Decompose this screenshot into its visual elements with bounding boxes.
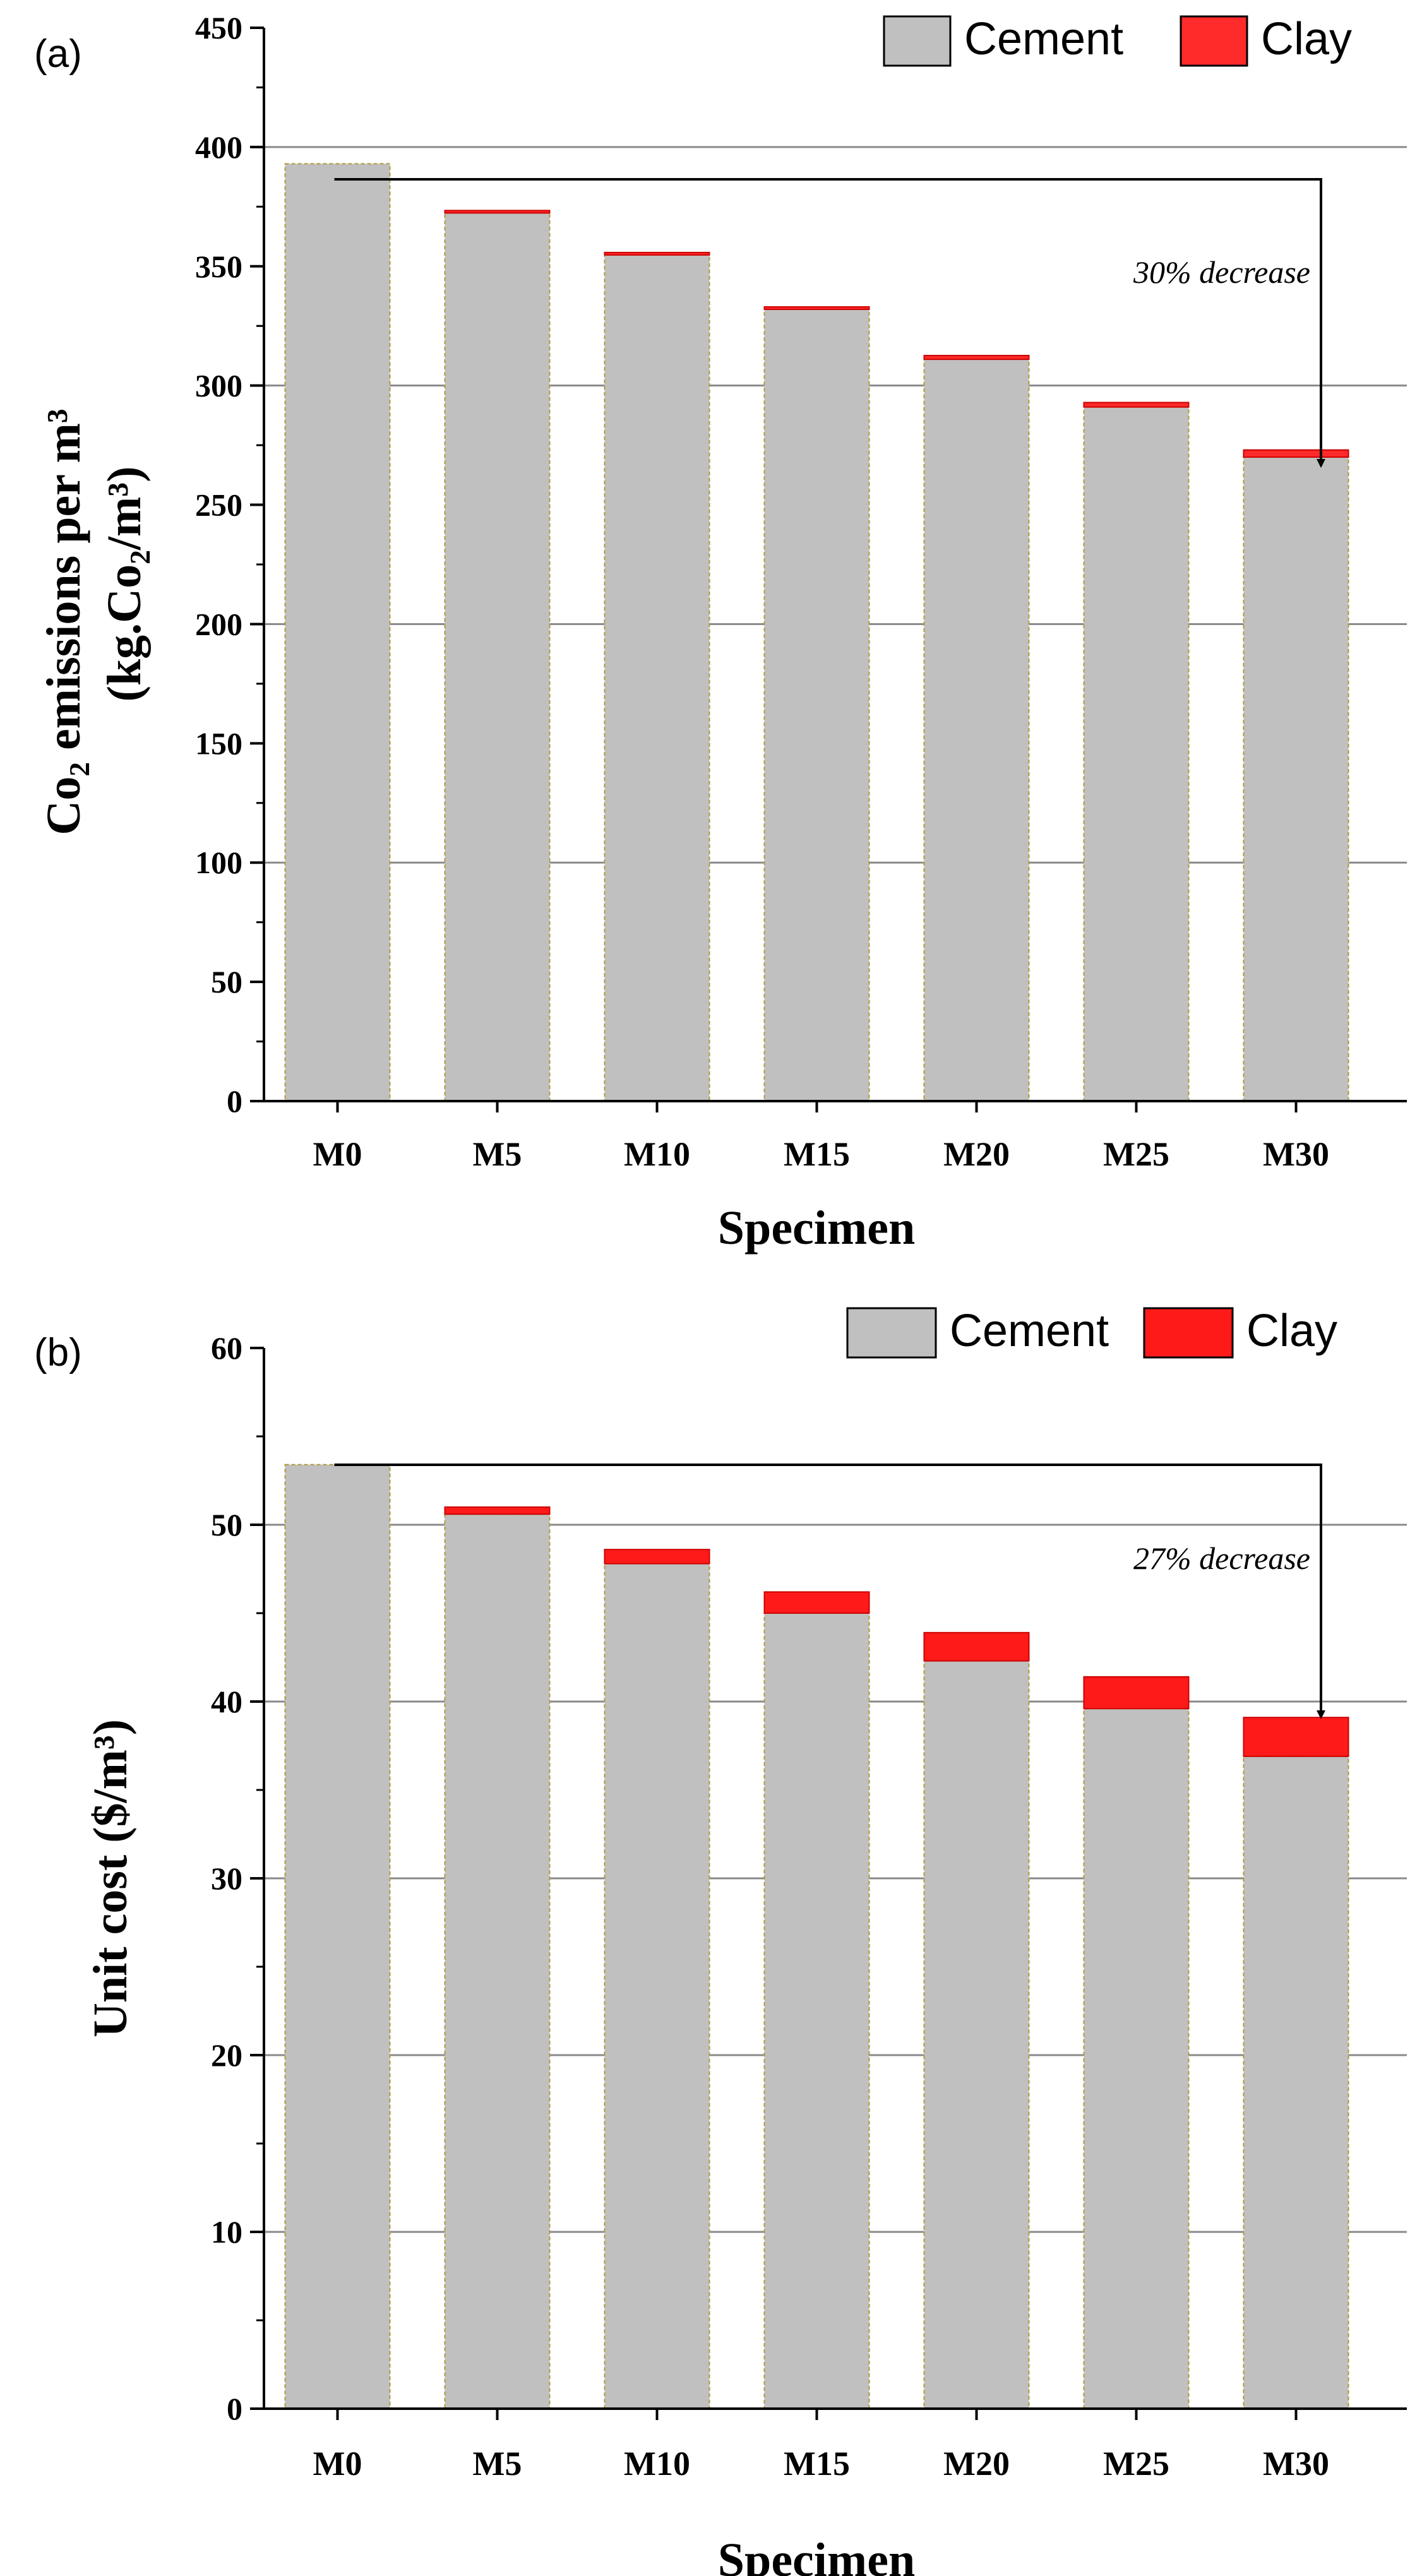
category-label: M20 bbox=[943, 2445, 1010, 2483]
bar-clay-m30 bbox=[1243, 1717, 1349, 1757]
bar-clay-m25 bbox=[1083, 1676, 1190, 1710]
y-tick-label: 0 bbox=[227, 1083, 242, 1119]
legend-swatch-clay bbox=[1180, 15, 1248, 67]
bar-cement-m10 bbox=[604, 1563, 710, 2410]
bar-cement-m20 bbox=[923, 1660, 1030, 2410]
legend-label-cement: Cement bbox=[950, 1306, 1109, 1356]
y-tick-label: 400 bbox=[195, 129, 242, 165]
x-axis-title: Specimen bbox=[718, 1202, 915, 1255]
y-tick-label: 50 bbox=[211, 1507, 242, 1542]
bar-cement-m30 bbox=[1243, 456, 1349, 1102]
category-label: M30 bbox=[1263, 1135, 1329, 1173]
y-tick-label: 60 bbox=[211, 1330, 242, 1366]
y-axis-title-line1: Co₂ emissions per m³ bbox=[37, 408, 90, 835]
y-axis-title-line2: (kg.Co₂/m³) bbox=[98, 467, 151, 702]
bar-cement-m15 bbox=[763, 1613, 870, 2409]
panel-label: (b) bbox=[34, 1331, 82, 1374]
y-tick-label: 100 bbox=[195, 845, 242, 880]
y-tick-label: 150 bbox=[195, 725, 242, 761]
bar-cement-m15 bbox=[763, 308, 870, 1102]
bar-cement-m5 bbox=[444, 1513, 551, 2409]
decrease-annotation: 27% decrease bbox=[1133, 1541, 1310, 1576]
y-tick-label: 20 bbox=[211, 2037, 242, 2073]
bar-clay-m15 bbox=[763, 1591, 870, 1614]
y-tick-label: 450 bbox=[195, 10, 242, 45]
decrease-annotation: 30% decrease bbox=[1133, 254, 1310, 290]
bar-cement-m10 bbox=[604, 253, 710, 1102]
legend-swatch-cement bbox=[846, 1307, 937, 1359]
category-label: M5 bbox=[473, 1135, 522, 1173]
bar-cement-m0 bbox=[284, 163, 391, 1102]
y-axis-title: Unit cost ($/m³) bbox=[84, 1719, 137, 2037]
decrease-arrow bbox=[334, 178, 1325, 468]
legend-label-cement: Cement bbox=[964, 14, 1123, 64]
y-tick-label: 10 bbox=[211, 2214, 242, 2250]
panel-label: (a) bbox=[34, 32, 82, 76]
y-tick-label: 200 bbox=[195, 606, 242, 641]
y-tick-label: 0 bbox=[227, 2391, 242, 2426]
bar-cement-m20 bbox=[923, 359, 1030, 1102]
category-label: M5 bbox=[473, 2445, 522, 2483]
bar-clay-m10 bbox=[604, 1549, 710, 1565]
category-label: M10 bbox=[624, 1135, 690, 1173]
bar-cement-m0 bbox=[284, 1464, 391, 2409]
bar-clay-m15 bbox=[763, 306, 870, 310]
legend-label-clay: Clay bbox=[1261, 14, 1352, 64]
y-tick-label: 40 bbox=[211, 1684, 242, 1719]
bar-clay-m30 bbox=[1243, 449, 1349, 458]
bar-cement-m25 bbox=[1083, 1708, 1190, 2409]
bar-clay-m25 bbox=[1083, 402, 1190, 408]
bar-cement-m25 bbox=[1083, 406, 1190, 1102]
category-label: M0 bbox=[313, 1135, 362, 1173]
legend-swatch-clay bbox=[1143, 1307, 1234, 1359]
legend-label-clay: Clay bbox=[1246, 1306, 1337, 1356]
y-tick-label: 50 bbox=[211, 964, 242, 999]
bar-cement-m5 bbox=[444, 210, 551, 1102]
y-tick-label: 350 bbox=[195, 249, 242, 284]
category-label: M25 bbox=[1103, 1135, 1169, 1173]
category-label: M0 bbox=[313, 2445, 362, 2483]
y-tick-label: 300 bbox=[195, 368, 242, 403]
decrease-arrow bbox=[334, 1464, 1325, 1719]
category-label: M20 bbox=[943, 1135, 1010, 1173]
bar-clay-m20 bbox=[923, 1631, 1030, 1662]
bar-clay-m5 bbox=[444, 210, 551, 214]
legend-swatch-cement bbox=[883, 15, 952, 67]
category-label: M30 bbox=[1263, 2445, 1329, 2483]
category-label: M10 bbox=[624, 2445, 690, 2483]
y-tick-label: 30 bbox=[211, 1861, 242, 1896]
category-label: M15 bbox=[784, 2445, 850, 2483]
category-label: M15 bbox=[784, 1135, 850, 1173]
x-axis-title: Specimen bbox=[718, 2534, 915, 2576]
y-tick-label: 250 bbox=[195, 487, 242, 523]
category-label: M25 bbox=[1103, 2445, 1169, 2483]
bar-cement-m30 bbox=[1243, 1755, 1349, 2409]
bar-clay-m5 bbox=[444, 1506, 551, 1515]
bar-clay-m10 bbox=[604, 251, 710, 256]
bar-clay-m20 bbox=[923, 355, 1030, 361]
